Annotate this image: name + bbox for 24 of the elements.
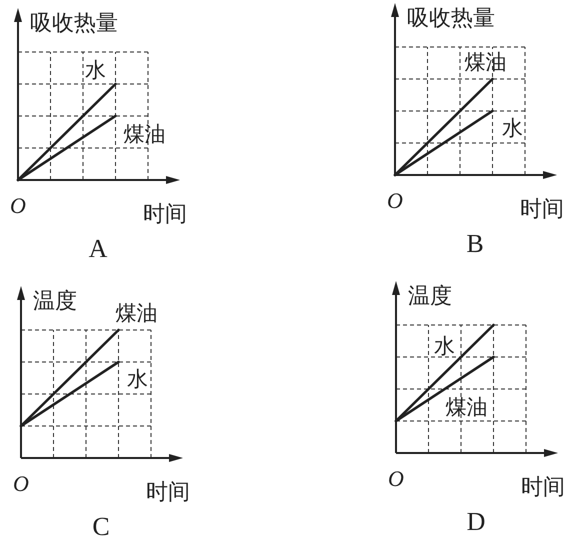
- series-label: 煤油: [124, 122, 166, 146]
- text: D: [466, 507, 486, 536]
- y-axis-title: 温度: [33, 289, 77, 314]
- x-axis-title: 时间: [146, 480, 190, 505]
- x-axis-title: 时间: [143, 202, 187, 227]
- text: O: [10, 193, 26, 218]
- y-axis-title: 温度: [408, 284, 452, 309]
- text: O: [388, 466, 404, 491]
- text: A: [88, 234, 108, 263]
- series-label: 煤油: [116, 301, 158, 325]
- text: C: [92, 512, 110, 541]
- series-label: 水: [502, 116, 523, 140]
- text: O: [13, 471, 30, 496]
- x-axis-title: 时间: [520, 197, 564, 222]
- y-axis-title: 吸收热量: [407, 6, 495, 31]
- y-axis-title: 吸收热量: [30, 11, 118, 36]
- series-label: 煤油: [464, 50, 506, 74]
- text: O: [387, 188, 404, 213]
- series-label: 煤油: [446, 395, 488, 419]
- series-label: 水: [127, 367, 148, 391]
- series-label: 水: [434, 334, 455, 358]
- x-axis-title: 时间: [521, 475, 565, 500]
- text: B: [466, 229, 484, 258]
- series-label: 水: [85, 58, 106, 82]
